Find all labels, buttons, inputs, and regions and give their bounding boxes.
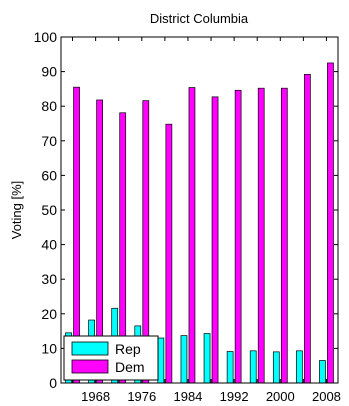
y-tick-label: 90	[41, 64, 57, 80]
bar-dem-1988	[211, 96, 219, 384]
bar-dem-1992	[234, 89, 242, 384]
ticks-layer: 0 10 20 30 40 50 60 70 80 90 100 1968 1976 1984 1992 20…	[34, 29, 341, 404]
x-tick-label: 2008	[312, 389, 341, 404]
bar-rep-2000	[272, 351, 280, 384]
bars-layer	[65, 62, 334, 384]
bar-rep-1988	[203, 333, 211, 384]
legend-swatch-dem	[71, 359, 109, 374]
bar-rep-1984	[180, 335, 188, 384]
bar-rep-1996	[249, 350, 257, 384]
y-tick-label: 60	[41, 167, 57, 183]
y-tick-label: 0	[49, 375, 57, 391]
legend: Rep Dem	[63, 335, 159, 381]
legend-label-dem: Dem	[115, 359, 145, 375]
bar-rep-1992	[226, 351, 234, 384]
chart-title: District Columbia	[150, 11, 249, 26]
y-tick-label: 30	[41, 271, 57, 287]
bar-dem-1984	[188, 87, 196, 384]
y-tick-label: 80	[41, 98, 57, 114]
bar-dem-1996	[257, 87, 265, 384]
x-tick-label: 1984	[173, 389, 202, 404]
y-tick-label: 50	[41, 202, 57, 218]
y-tick-label: 20	[41, 306, 57, 322]
y-tick-label: 70	[41, 133, 57, 149]
bar-dem-2008	[327, 62, 334, 384]
bar-rep-1980	[157, 337, 165, 384]
y-tick-label: 40	[41, 237, 57, 253]
x-tick-label: 1992	[220, 389, 249, 404]
y-axis-label: Voting [%]	[9, 181, 24, 240]
bar-dem-1980	[165, 123, 173, 384]
bar-dem-2000	[280, 87, 288, 384]
y-tick-label: 100	[34, 29, 58, 45]
x-tick-label: 2000	[266, 389, 295, 404]
bar-rep-2008	[319, 360, 326, 384]
x-tick-label: 1976	[127, 389, 156, 404]
bar-dem-2004	[304, 74, 311, 384]
y-tick-label: 10	[41, 340, 57, 356]
bar-rep-2004	[296, 350, 303, 384]
legend-swatch-rep	[71, 341, 109, 356]
legend-label-rep: Rep	[115, 341, 141, 357]
x-tick-label: 1968	[81, 389, 110, 404]
